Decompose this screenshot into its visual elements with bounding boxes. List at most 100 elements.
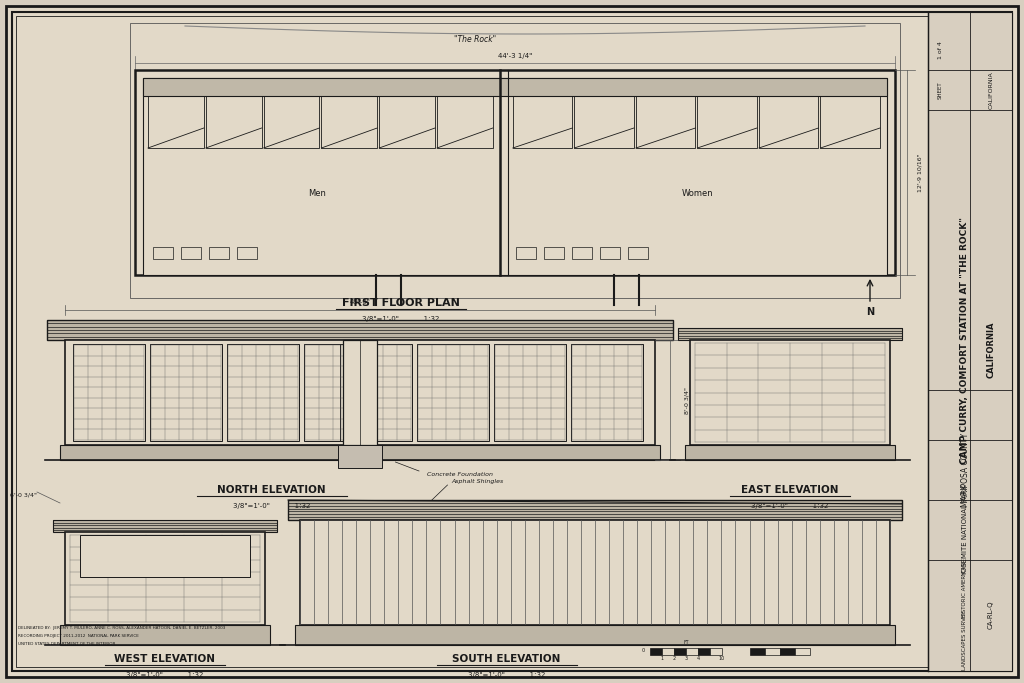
Polygon shape [53, 508, 278, 532]
Text: Concrete Foundation: Concrete Foundation [427, 471, 494, 477]
Bar [206, 96, 261, 148]
Text: 2: 2 [673, 656, 676, 660]
Text: SHEET: SHEET [938, 81, 942, 99]
Bar [53, 520, 278, 532]
Text: 4: 4 [696, 656, 699, 660]
Bar [437, 96, 493, 148]
Bar [494, 344, 566, 441]
Bar [780, 648, 795, 655]
Bar [130, 23, 900, 298]
Text: 49'-0": 49'-0" [349, 299, 371, 305]
Bar [60, 625, 270, 645]
Bar [143, 78, 887, 96]
Text: WEST ELEVATION: WEST ELEVATION [115, 654, 215, 664]
Bar [60, 445, 660, 460]
Bar [571, 247, 592, 259]
Bar [417, 344, 489, 441]
Bar [697, 96, 757, 148]
Bar [181, 247, 201, 259]
Bar [338, 445, 382, 468]
Bar [513, 96, 572, 148]
Text: N: N [866, 307, 874, 317]
Text: 6'-0 3/4": 6'-0 3/4" [9, 492, 37, 497]
Text: CALIFORNIA: CALIFORNIA [986, 322, 995, 378]
Bar [710, 648, 722, 655]
Bar [600, 247, 620, 259]
Text: FIRST FLOOR PLAN: FIRST FLOOR PLAN [342, 298, 460, 308]
Text: YOSEMITE NATIONAL PARK: YOSEMITE NATIONAL PARK [962, 484, 968, 576]
Text: FT: FT [683, 641, 689, 645]
Bar [148, 96, 204, 148]
Bar [750, 648, 765, 655]
Text: Men: Men [308, 189, 327, 197]
Bar [379, 96, 435, 148]
Bar [73, 344, 145, 441]
Bar [135, 70, 895, 275]
Polygon shape [678, 318, 902, 340]
Text: NORTH ELEVATION: NORTH ELEVATION [217, 485, 326, 495]
Bar [209, 247, 229, 259]
Bar [678, 328, 902, 340]
Text: 44'-3 1/4": 44'-3 1/4" [498, 53, 532, 59]
Bar [765, 648, 780, 655]
Bar [685, 445, 895, 460]
Text: 0: 0 [642, 648, 645, 654]
Text: 8'-0 3/4": 8'-0 3/4" [684, 387, 689, 413]
Bar [288, 500, 902, 520]
Text: EAST ELEVATION: EAST ELEVATION [741, 485, 839, 495]
Bar [516, 247, 536, 259]
Text: 3/8"=1'-0"           1:32: 3/8"=1'-0" 1:32 [362, 316, 439, 322]
Bar [820, 96, 880, 148]
Bar [340, 344, 412, 441]
Text: 3/8"=1'-0"           1:32: 3/8"=1'-0" 1:32 [752, 503, 828, 509]
Bar [928, 12, 1012, 671]
Text: LANDSCAPES SURVEY: LANDSCAPES SURVEY [963, 610, 968, 670]
Bar [662, 648, 674, 655]
Text: UNITED STATES DEPARTMENT OF THE INTERIOR: UNITED STATES DEPARTMENT OF THE INTERIOR [18, 642, 116, 646]
Text: SOUTH ELEVATION: SOUTH ELEVATION [453, 654, 561, 664]
Bar [322, 96, 377, 148]
Bar [80, 535, 250, 577]
Text: 10: 10 [719, 656, 725, 660]
Bar [343, 340, 377, 445]
Bar [65, 532, 265, 625]
Text: 3/8"=1'-0"           1:32: 3/8"=1'-0" 1:32 [126, 672, 204, 678]
Bar [690, 340, 890, 445]
Text: HISTORIC AMERICAN: HISTORIC AMERICAN [963, 562, 968, 618]
Bar [571, 344, 643, 441]
Bar [698, 648, 710, 655]
Text: 12'-9 10/16": 12'-9 10/16" [918, 153, 923, 192]
Bar [544, 247, 564, 259]
Text: "The Rock": "The Rock" [454, 36, 496, 44]
Bar [674, 648, 686, 655]
Text: RECORDING PROJECT 2011-2012  NATIONAL PARK SERVICE: RECORDING PROJECT 2011-2012 NATIONAL PAR… [18, 634, 139, 638]
Bar [759, 96, 818, 148]
Text: 3/8"=1'-0"           1:32: 3/8"=1'-0" 1:32 [468, 672, 545, 678]
Bar [304, 344, 376, 441]
Text: Women: Women [682, 189, 713, 197]
Bar [636, 96, 695, 148]
Bar [795, 648, 810, 655]
Bar [295, 625, 895, 645]
Bar [227, 344, 299, 441]
Text: Asphalt Shingles: Asphalt Shingles [451, 479, 503, 484]
Bar [263, 96, 319, 148]
Bar [65, 340, 655, 445]
Bar [150, 344, 222, 441]
Text: CALIFORNIA: CALIFORNIA [988, 71, 993, 109]
Bar [153, 247, 173, 259]
Text: MARIPOSA COUNTY: MARIPOSA COUNTY [961, 433, 970, 507]
Text: 1: 1 [660, 656, 664, 660]
Bar [628, 247, 648, 259]
Bar [300, 520, 890, 625]
Text: 3/8"=1'-0"           1:32: 3/8"=1'-0" 1:32 [232, 503, 310, 509]
Bar [237, 247, 257, 259]
Text: 3: 3 [684, 656, 687, 660]
Text: CA-RL-Q: CA-RL-Q [988, 601, 994, 629]
Text: CAMP CURRY, COMFORT STATION AT "THE ROCK": CAMP CURRY, COMFORT STATION AT "THE ROCK… [961, 217, 970, 464]
Bar [143, 78, 887, 275]
Text: 1 of 4: 1 of 4 [938, 41, 942, 59]
Bar [574, 96, 634, 148]
Bar [686, 648, 698, 655]
Bar [650, 648, 662, 655]
